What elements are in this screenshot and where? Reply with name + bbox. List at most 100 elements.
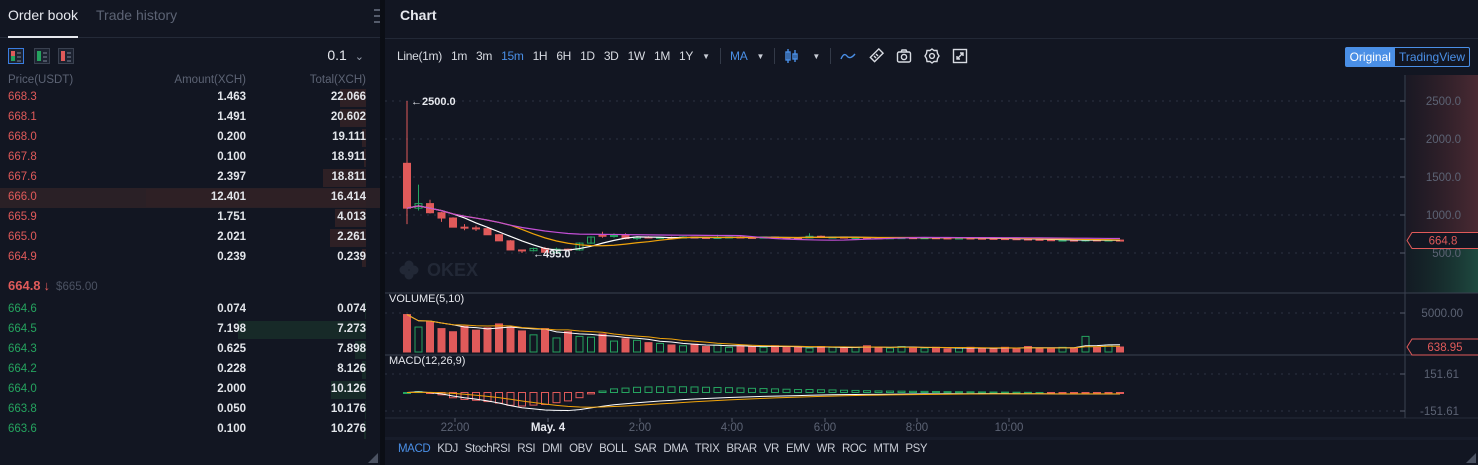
macd-histogram-bar [690, 386, 699, 394]
time-axis-label: 8:00 [906, 422, 928, 434]
ask-row[interactable]: 664.9 0.239 0.239 [0, 248, 380, 268]
ask-row[interactable]: 666.0 12.401 16.414 [0, 188, 380, 208]
tab-order-book[interactable]: Order book [8, 7, 79, 38]
mode-original-button[interactable]: Original [1345, 48, 1395, 66]
indicator-tab-brar[interactable]: BRAR [726, 443, 757, 455]
macd-histogram-bar [725, 387, 733, 394]
bid-row[interactable]: 664.5 7.198 7.273 [0, 320, 380, 340]
ask-amount: 12.401 [210, 191, 246, 203]
resize-handle[interactable] [1466, 453, 1476, 463]
view-bids-button[interactable] [34, 48, 50, 64]
interval-1d[interactable]: 1D [580, 49, 595, 63]
last-price-usd: $665.00 [56, 281, 98, 293]
fullscreen-icon[interactable] [952, 48, 968, 64]
volume-bar [713, 344, 722, 353]
indicator-tab-mtm[interactable]: MTM [873, 443, 899, 455]
volume-bar [1093, 346, 1101, 353]
bid-row[interactable]: 663.6 0.100 10.276 [0, 420, 380, 440]
mode-tradingview-button[interactable]: TradingView [1398, 50, 1465, 64]
bid-row[interactable]: 664.6 0.074 0.074 [0, 300, 380, 320]
indicator-tab-psy[interactable]: PSY [905, 443, 928, 455]
interval-1y[interactable]: 1Y [679, 49, 694, 63]
candlestick-icon[interactable] [784, 48, 800, 64]
indicator-tab-vr[interactable]: VR [763, 443, 780, 455]
macd-histogram-bar [552, 392, 561, 404]
ask-row[interactable]: 668.0 0.200 19.111 [0, 128, 380, 148]
ask-row[interactable]: 667.6 2.397 18.811 [0, 168, 380, 188]
interval-more-caret-icon[interactable]: ▼ [702, 51, 711, 61]
indicator-tab-dmi[interactable]: DMI [542, 443, 563, 455]
tab-trade-history[interactable]: Trade history [96, 7, 178, 23]
indicator-tab-rsi[interactable]: RSI [517, 443, 536, 455]
interval-1m[interactable]: 1m [450, 49, 468, 63]
ruler-icon[interactable] [868, 48, 885, 64]
candle-body [460, 226, 469, 229]
candle-body [506, 240, 515, 251]
time-axis-label: 2:00 [629, 422, 651, 434]
interval-6h[interactable]: 6H [556, 49, 572, 63]
order-book-panel: Order book Trade history 0.1 ⌄ Price(USDT… [0, 0, 380, 465]
ask-row[interactable]: 668.3 1.463 22.066 [0, 88, 380, 108]
bid-row[interactable]: 664.0 2.000 10.126 [0, 380, 380, 400]
indicator-tab-obv[interactable]: OBV [569, 443, 593, 455]
watermark-text: OKEX [427, 260, 478, 280]
price-axis-label: 2500.0 [1426, 96, 1461, 108]
indicator-tab-wr[interactable]: WR [816, 443, 836, 455]
resize-handle[interactable] [368, 453, 378, 463]
drag-handle-icon[interactable] [374, 9, 380, 23]
chart-type-caret-icon[interactable]: ▼ [812, 51, 821, 61]
volume-current-tag [1406, 338, 1478, 356]
indicator-tab-kdj[interactable]: KDJ [437, 443, 458, 455]
indicator-tab-trix[interactable]: TRIX [694, 443, 720, 455]
bid-row[interactable]: 663.8 0.050 10.176 [0, 400, 380, 420]
indicator-tab-boll[interactable]: BOLL [599, 443, 627, 455]
bid-row[interactable]: 664.3 0.625 7.898 [0, 340, 380, 360]
volume-bar [748, 346, 756, 353]
macd-histogram-bar [1081, 392, 1090, 394]
indicator-tab-stochrsi[interactable]: StochRSI [464, 443, 511, 455]
depth-bar [361, 361, 366, 379]
precision-select[interactable]: 0.1 ⌄ [327, 47, 364, 63]
bid-row[interactable]: 664.2 0.228 8.126 [0, 360, 380, 380]
interval-3d[interactable]: 3D [603, 49, 619, 63]
indicator-ma-button[interactable]: MA [730, 49, 748, 63]
indicator-caret-icon[interactable]: ▼ [756, 51, 765, 61]
volume-bar [460, 325, 469, 353]
view-both-button[interactable] [8, 48, 24, 64]
macd-histogram-bar [1012, 391, 1021, 394]
interval-15m[interactable]: 15m [501, 49, 524, 63]
ask-row[interactable]: 665.0 2.021 2.261 [0, 228, 380, 248]
indicator-tab-macd[interactable]: MACD [398, 443, 431, 455]
interval-1h[interactable]: 1H [532, 49, 548, 63]
depth-bar [334, 209, 366, 227]
macd-histogram-bar [656, 386, 664, 394]
volume-bar [414, 326, 423, 353]
ask-row[interactable]: 665.9 1.751 4.013 [0, 208, 380, 228]
macd-histogram-bar [966, 391, 975, 394]
ask-row[interactable]: 668.1 1.491 20.602 [0, 108, 380, 128]
bid-price: 664.0 [8, 383, 37, 395]
line-style-icon[interactable] [840, 48, 856, 64]
panel-divider[interactable] [380, 0, 385, 465]
gear-icon[interactable] [924, 48, 941, 64]
indicator-tab-dma[interactable]: DMA [663, 443, 688, 455]
chart-canvas[interactable]: 2500.0 2000.0 1500.0 1000.0 500.0 OKEX ← 2500.… [385, 75, 1478, 440]
indicator-tab-emv[interactable]: EMV [785, 443, 810, 455]
volume-bar [598, 333, 607, 353]
indicator-tab-roc[interactable]: ROC [842, 443, 867, 455]
bid-amount: 0.050 [217, 403, 246, 415]
bid-total: 10.276 [330, 423, 366, 435]
interval-1w[interactable]: 1W [627, 49, 646, 63]
bid-amount: 0.074 [217, 303, 246, 315]
candle-body [587, 236, 595, 244]
macd-histogram-bar [1104, 392, 1113, 394]
indicator-tab-sar[interactable]: SAR [633, 443, 657, 455]
camera-icon[interactable] [896, 48, 912, 64]
interval-1m[interactable]: 1M [653, 49, 671, 63]
interval-line1m[interactable]: Line(1m) [397, 49, 442, 63]
view-asks-button[interactable] [58, 48, 74, 64]
macd-histogram-bar [633, 386, 641, 394]
interval-3m[interactable]: 3m [476, 49, 493, 63]
price-axis-label: 1000.0 [1426, 210, 1461, 222]
ask-row[interactable]: 667.8 0.100 18.911 [0, 148, 380, 168]
